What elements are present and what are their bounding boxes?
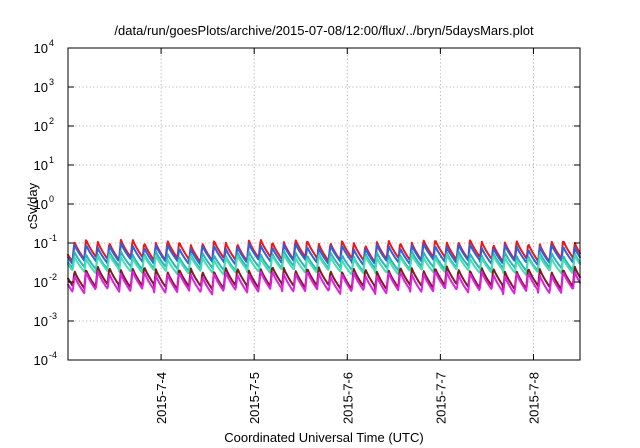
y-tick-label: 10 xyxy=(34,158,48,173)
x-tick-label: 2015-7-5 xyxy=(247,372,262,424)
y-tick-label: 10 xyxy=(34,236,48,251)
y-tick-exponent: 4 xyxy=(49,38,54,48)
y-tick-exponent: 3 xyxy=(49,77,54,87)
series-layer xyxy=(67,238,581,296)
y-tick-exponent: -1 xyxy=(49,233,57,243)
chart-title: /data/run/goesPlots/archive/2015-07-08/1… xyxy=(114,23,534,38)
y-tick-exponent: 0 xyxy=(49,194,54,204)
y-tick-label: 10 xyxy=(34,119,48,134)
y-axis-label: cSv/day xyxy=(25,182,40,229)
series-line xyxy=(67,270,581,296)
y-tick-label: 10 xyxy=(34,353,48,368)
series-line xyxy=(67,238,581,264)
series-line xyxy=(67,242,581,266)
y-tick-exponent: -4 xyxy=(49,350,57,360)
y-tick-label: 10 xyxy=(34,41,48,56)
y-tick-label: 10 xyxy=(34,80,48,95)
y-tick-exponent: -2 xyxy=(49,272,57,282)
grid xyxy=(68,48,580,360)
x-axis-label: Coordinated Universal Time (UTC) xyxy=(224,430,423,445)
y-tick-label: 10 xyxy=(34,197,48,212)
series-line xyxy=(67,253,581,277)
y-tick-label: 10 xyxy=(34,275,48,290)
x-tick-label: 2015-7-4 xyxy=(154,372,169,424)
y-tick-exponent: 1 xyxy=(49,155,54,165)
y-tick-exponent: -3 xyxy=(49,311,57,321)
y-tick-label: 10 xyxy=(34,314,48,329)
x-tick-label: 2015-7-8 xyxy=(526,372,541,424)
plot-frame xyxy=(67,47,581,361)
x-tick-label: 2015-7-6 xyxy=(340,372,355,424)
x-tick-label: 2015-7-7 xyxy=(433,372,448,424)
series-line xyxy=(67,265,581,291)
y-tick-exponent: 2 xyxy=(49,116,54,126)
